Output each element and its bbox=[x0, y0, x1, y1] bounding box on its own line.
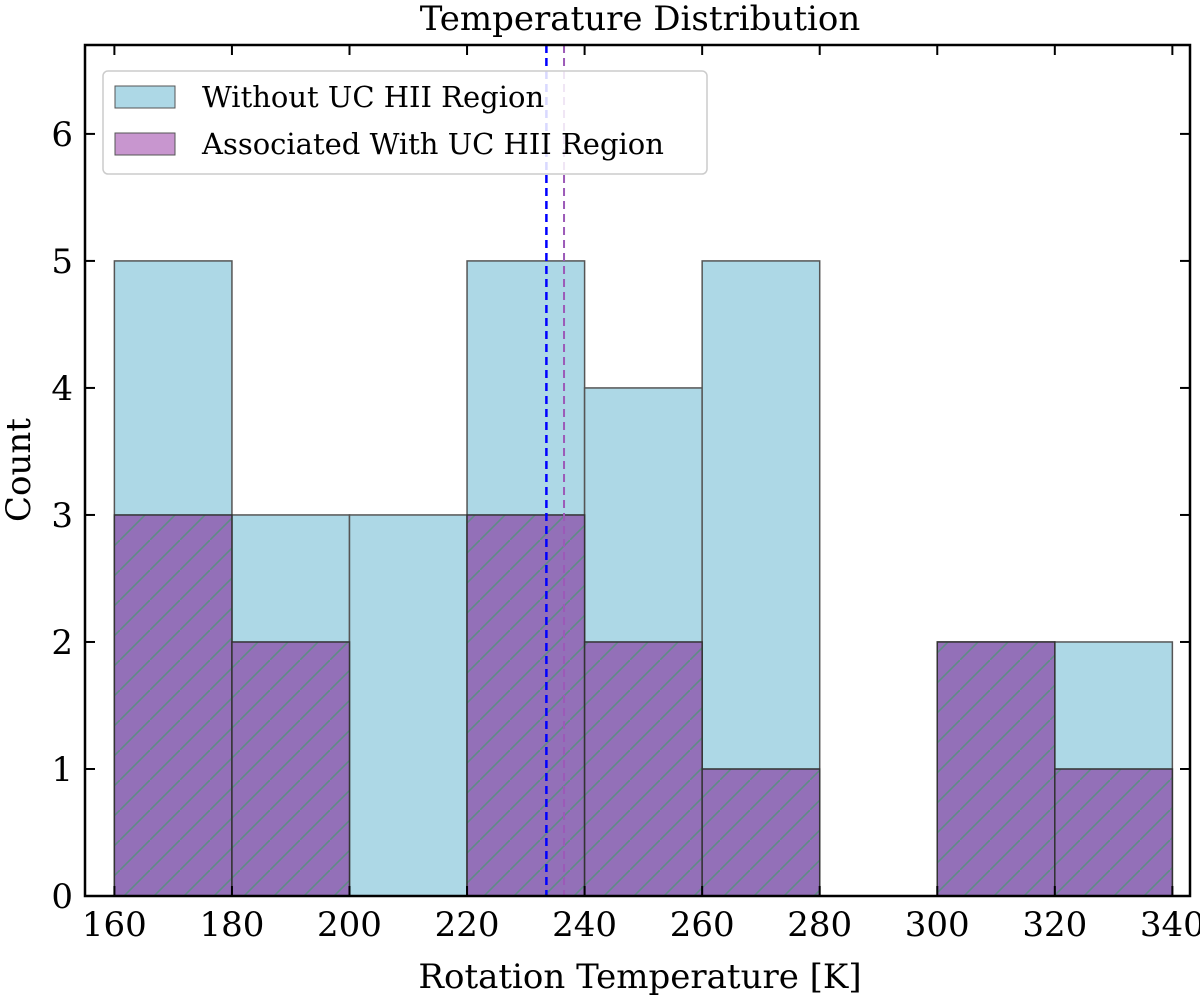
legend-swatch-without bbox=[114, 85, 176, 109]
y-tick-label-2: 2 bbox=[51, 623, 73, 663]
bars-layer bbox=[113, 260, 1174, 897]
x-tick-label-280: 280 bbox=[787, 905, 852, 945]
x-tick-label-240: 240 bbox=[552, 905, 617, 945]
y-tick-label-6: 6 bbox=[51, 115, 73, 155]
bar-associated-hatch-7 bbox=[936, 641, 1056, 897]
legend-label-associated: Associated With UC HII Region bbox=[201, 127, 664, 161]
x-tick-label-260: 260 bbox=[670, 905, 735, 945]
y-axis-label: Count bbox=[0, 418, 39, 522]
y-tick-label-4: 4 bbox=[51, 369, 73, 409]
y-tick-label-1: 1 bbox=[51, 750, 73, 790]
bar-associated-hatch-3 bbox=[466, 514, 586, 897]
y-axis-ticks: 0 1 2 3 4 5 6 bbox=[51, 115, 1190, 917]
bar-associated-hatch-1 bbox=[231, 641, 351, 897]
bar-without-2 bbox=[348, 514, 468, 897]
x-tick-label-200: 200 bbox=[317, 905, 382, 945]
bar-associated-hatch-4 bbox=[583, 641, 703, 897]
y-tick-label-3: 3 bbox=[51, 496, 73, 536]
bar-associated-hatch-0 bbox=[113, 514, 233, 897]
x-tick-label-320: 320 bbox=[1022, 905, 1087, 945]
x-tick-label-300: 300 bbox=[905, 905, 970, 945]
plot-frame bbox=[83, 43, 1192, 898]
x-tick-label-160: 160 bbox=[82, 905, 147, 945]
legend-swatch-associated bbox=[114, 132, 176, 156]
legend-box bbox=[102, 70, 708, 175]
bar-associated-hatch-8 bbox=[1054, 768, 1174, 897]
y-tick-label-0: 0 bbox=[51, 877, 73, 917]
chart-title: Temperature Distribution bbox=[420, 0, 861, 39]
x-tick-label-180: 180 bbox=[199, 905, 264, 945]
x-axis-ticks: 160 180 200 220 240 260 280 300 320 340 bbox=[82, 45, 1200, 945]
x-tick-label-220: 220 bbox=[435, 905, 500, 945]
y-tick-label-5: 5 bbox=[51, 242, 73, 282]
legend-label-without: Without UC HII Region bbox=[202, 80, 544, 114]
x-axis-label: Rotation Temperature [K] bbox=[418, 957, 861, 997]
x-tick-label-340: 340 bbox=[1140, 905, 1200, 945]
bar-associated-hatch-5 bbox=[701, 768, 821, 897]
legend: Without UC HII Region Associated With UC… bbox=[102, 70, 708, 175]
mean-lines bbox=[545, 45, 566, 896]
